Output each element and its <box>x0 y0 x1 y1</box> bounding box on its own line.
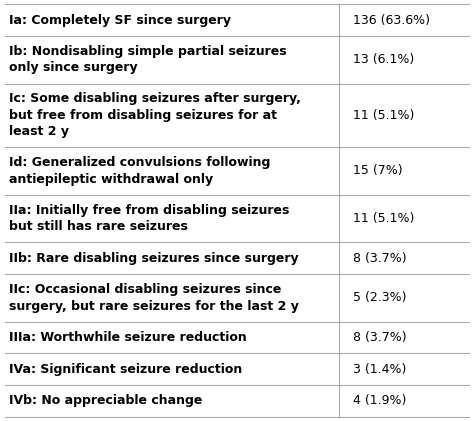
Text: IVa: Significant seizure reduction: IVa: Significant seizure reduction <box>9 362 243 376</box>
Text: IIIa: Worthwhile seizure reduction: IIIa: Worthwhile seizure reduction <box>9 331 247 344</box>
Text: Id: Generalized convulsions following
antiepileptic withdrawal only: Id: Generalized convulsions following an… <box>9 156 271 186</box>
Text: Ic: Some disabling seizures after surgery,
but free from disabling seizures for : Ic: Some disabling seizures after surger… <box>9 92 301 138</box>
Text: 136 (63.6%): 136 (63.6%) <box>353 13 430 27</box>
Text: IIb: Rare disabling seizures since surgery: IIb: Rare disabling seizures since surge… <box>9 252 299 265</box>
Text: 4 (1.9%): 4 (1.9%) <box>353 394 407 408</box>
Text: 8 (3.7%): 8 (3.7%) <box>353 252 407 265</box>
Text: 11 (5.1%): 11 (5.1%) <box>353 109 414 122</box>
Text: 15 (7%): 15 (7%) <box>353 164 403 177</box>
Text: 11 (5.1%): 11 (5.1%) <box>353 212 414 225</box>
Text: 5 (2.3%): 5 (2.3%) <box>353 291 407 304</box>
Text: Ib: Nondisabling simple partial seizures
only since surgery: Ib: Nondisabling simple partial seizures… <box>9 45 287 75</box>
Text: IVb: No appreciable change: IVb: No appreciable change <box>9 394 203 408</box>
Text: IIa: Initially free from disabling seizures
but still has rare seizures: IIa: Initially free from disabling seizu… <box>9 204 290 233</box>
Text: IIc: Occasional disabling seizures since
surgery, but rare seizures for the last: IIc: Occasional disabling seizures since… <box>9 283 299 312</box>
Text: Ia: Completely SF since surgery: Ia: Completely SF since surgery <box>9 13 231 27</box>
Text: 3 (1.4%): 3 (1.4%) <box>353 362 407 376</box>
Text: 8 (3.7%): 8 (3.7%) <box>353 331 407 344</box>
Text: 13 (6.1%): 13 (6.1%) <box>353 53 414 66</box>
